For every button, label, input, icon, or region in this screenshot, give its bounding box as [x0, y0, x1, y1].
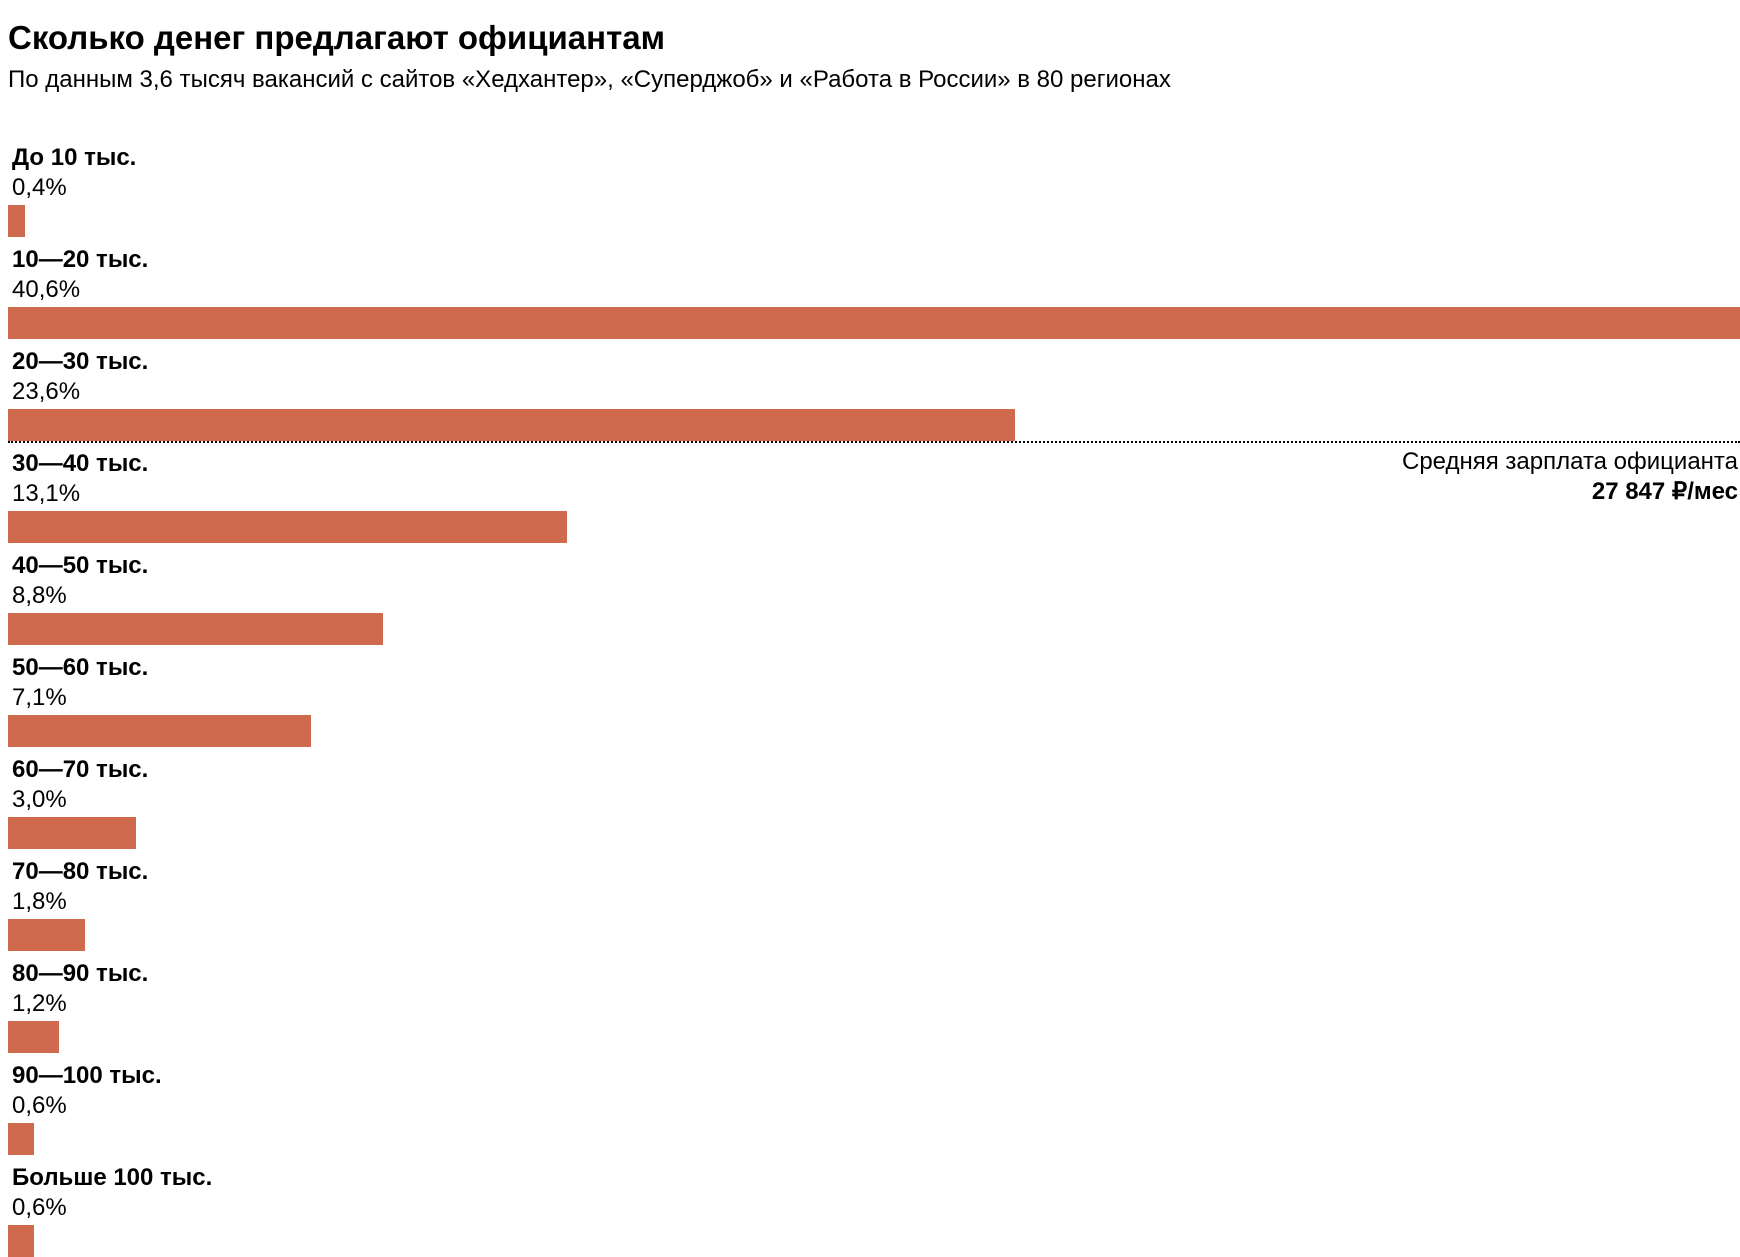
bar-value-label: 7,1% [12, 683, 148, 713]
bar [8, 409, 1015, 441]
bar-row: 70—80 тыс.1,8% [8, 851, 1740, 951]
bar [8, 715, 311, 747]
bar-value-label: 0,4% [12, 173, 136, 203]
bar [8, 511, 567, 543]
bar-row: 90—100 тыс.0,6% [8, 1055, 1740, 1155]
bar-label-group: 40—50 тыс.8,8% [12, 551, 148, 611]
bar-category-label: 40—50 тыс. [12, 551, 148, 581]
bar-label-group: До 10 тыс.0,4% [12, 143, 136, 203]
chart-subtitle: По данным 3,6 тысяч вакансий с сайтов «Х… [8, 64, 1740, 95]
bar [8, 919, 85, 951]
bar-label-group: 10—20 тыс.40,6% [12, 245, 148, 305]
bar [8, 307, 1740, 339]
bar-value-label: 8,8% [12, 581, 148, 611]
bar-row: 40—50 тыс.8,8% [8, 545, 1740, 645]
bar [8, 817, 136, 849]
bar-row: 80—90 тыс.1,2% [8, 953, 1740, 1053]
bar-value-label: 40,6% [12, 275, 148, 305]
bar-category-label: Больше 100 тыс. [12, 1163, 212, 1193]
bar-value-label: 1,2% [12, 989, 148, 1019]
bar-chart: До 10 тыс.0,4% 10—20 тыс.40,6% 20—30 тыс.2… [8, 137, 1740, 1257]
bar-row: 50—60 тыс.7,1% [8, 647, 1740, 747]
bar-value-label: 23,6% [12, 377, 148, 407]
bar-label-group: 50—60 тыс.7,1% [12, 653, 148, 713]
bar [8, 1123, 34, 1155]
bar-category-label: 70—80 тыс. [12, 857, 148, 887]
bar-category-label: 50—60 тыс. [12, 653, 148, 683]
bar-category-label: До 10 тыс. [12, 143, 136, 173]
bar [8, 205, 25, 237]
bar-value-label: 13,1% [12, 479, 148, 509]
bar-label-group: 30—40 тыс.13,1% [12, 449, 148, 509]
bar-category-label: 60—70 тыс. [12, 755, 148, 785]
bar-label-group: 90—100 тыс.0,6% [12, 1061, 162, 1121]
bar-category-label: 80—90 тыс. [12, 959, 148, 989]
bar-label-group: 70—80 тыс.1,8% [12, 857, 148, 917]
bar-label-group: 60—70 тыс.3,0% [12, 755, 148, 815]
bar [8, 1021, 59, 1053]
bar [8, 1225, 34, 1257]
bar-category-label: 30—40 тыс. [12, 449, 148, 479]
bar-label-group: 20—30 тыс.23,6% [12, 347, 148, 407]
bar-category-label: 90—100 тыс. [12, 1061, 162, 1091]
bar-category-label: 20—30 тыс. [12, 347, 148, 377]
bar-value-label: 3,0% [12, 785, 148, 815]
bar-row: До 10 тыс.0,4% [8, 137, 1740, 237]
chart-title: Сколько денег предлагают официантам [8, 18, 1740, 58]
bar [8, 613, 383, 645]
bar-label-group: 80—90 тыс.1,2% [12, 959, 148, 1019]
bar-row: 10—20 тыс.40,6% [8, 239, 1740, 339]
bar-value-label: 1,8% [12, 887, 148, 917]
bar-row: Больше 100 тыс.0,6% [8, 1157, 1740, 1257]
bar-row: 60—70 тыс.3,0% [8, 749, 1740, 849]
bar-value-label: 0,6% [12, 1193, 212, 1223]
bar-label-group: Больше 100 тыс.0,6% [12, 1163, 212, 1223]
bar-row: 30—40 тыс.13,1% [8, 443, 1740, 543]
bar-row: 20—30 тыс.23,6% [8, 341, 1740, 441]
bar-category-label: 10—20 тыс. [12, 245, 148, 275]
chart-container: Сколько денег предлагают официантам По д… [0, 0, 1740, 1250]
bar-value-label: 0,6% [12, 1091, 162, 1121]
